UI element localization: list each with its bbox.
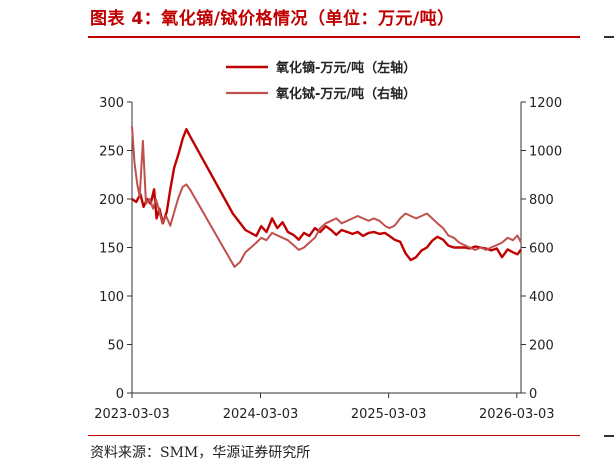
x-tick-label: 2025-03-03: [351, 407, 427, 422]
y-left-tick-label: 300: [99, 96, 124, 111]
y-left-tick-label: 150: [99, 242, 124, 257]
title-rule: [88, 36, 580, 38]
x-tick-label: 2024-03-03: [223, 407, 299, 422]
y-right-tick-label: 400: [529, 290, 554, 305]
series-line-1: [131, 127, 522, 262]
x-tick-label: 2026-03-03: [479, 407, 555, 422]
y-right-tick-label: 600: [529, 242, 554, 257]
source-note: 资料来源：SMM，华源证券研究所: [90, 445, 311, 461]
y-right-tick-label: 1200: [529, 96, 562, 111]
legend-label-2: 氧化铽-万元/吨（右轴）: [275, 86, 416, 102]
y-left-tick-label: 0: [116, 387, 124, 402]
y-right-tick-label: 0: [529, 387, 537, 402]
figure-title: 图表 4：氧化镝/铽价格情况（单位：万元/吨）: [90, 9, 455, 29]
y-right-tick-label: 1000: [529, 145, 562, 160]
y-right-tick-label: 800: [529, 193, 554, 208]
legend-label-1: 氧化镝-万元/吨（左轴）: [275, 60, 416, 76]
y-left-tick-label: 200: [99, 193, 124, 208]
source-rule: [88, 435, 580, 436]
edge-mark-top: [604, 36, 614, 38]
y-right-tick-label: 200: [529, 339, 554, 354]
edge-mark-bottom: [604, 435, 614, 437]
y-left-tick-label: 50: [107, 339, 124, 354]
series-line-2: [131, 126, 522, 268]
x-tick-label: 2023-03-03: [94, 407, 170, 422]
y-left-tick-label: 100: [99, 290, 124, 305]
y-left-tick-label: 250: [99, 145, 124, 160]
